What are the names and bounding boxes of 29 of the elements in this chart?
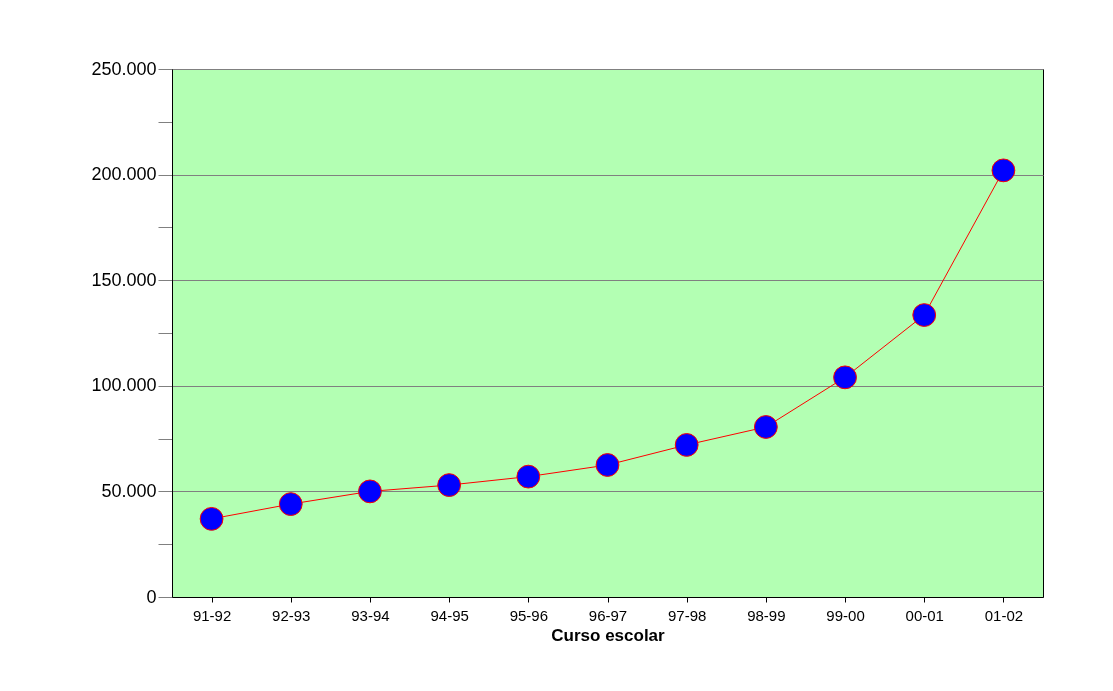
y-tick-label: 100.000 [91, 375, 157, 396]
point [595, 453, 620, 477]
point [516, 464, 541, 489]
x-tick-label: 99-00 [826, 606, 865, 624]
point [437, 473, 462, 497]
point [912, 303, 937, 327]
point [674, 433, 699, 457]
y-tick-label: 150.000 [91, 269, 157, 290]
y-tick-label: 0 [146, 586, 157, 607]
x-tick-label: 97-98 [667, 606, 707, 624]
x-tick-label: 96-97 [588, 606, 628, 624]
point [991, 158, 1016, 183]
x-tick-label: 94-95 [430, 606, 469, 624]
y-tick-label: 250.000 [91, 58, 157, 79]
y-tick-label: 50.000 [101, 480, 157, 501]
x-tick-label: 91-92 [192, 606, 232, 624]
point [753, 415, 778, 439]
x-axis-title: Curso escolar [551, 625, 666, 645]
point [199, 506, 224, 531]
point [278, 492, 303, 516]
x-tick-label: 93-94 [351, 606, 390, 624]
x-tick-label: 92-93 [272, 606, 311, 624]
x-tick-label: 01-02 [984, 606, 1024, 624]
point [358, 479, 382, 504]
x-tick-label: 98-99 [747, 606, 786, 624]
x-tick-label: 95-96 [509, 606, 549, 624]
x-tick-label: 00-01 [905, 606, 944, 624]
y-tick-label: 200.000 [91, 164, 157, 185]
point [833, 365, 857, 390]
